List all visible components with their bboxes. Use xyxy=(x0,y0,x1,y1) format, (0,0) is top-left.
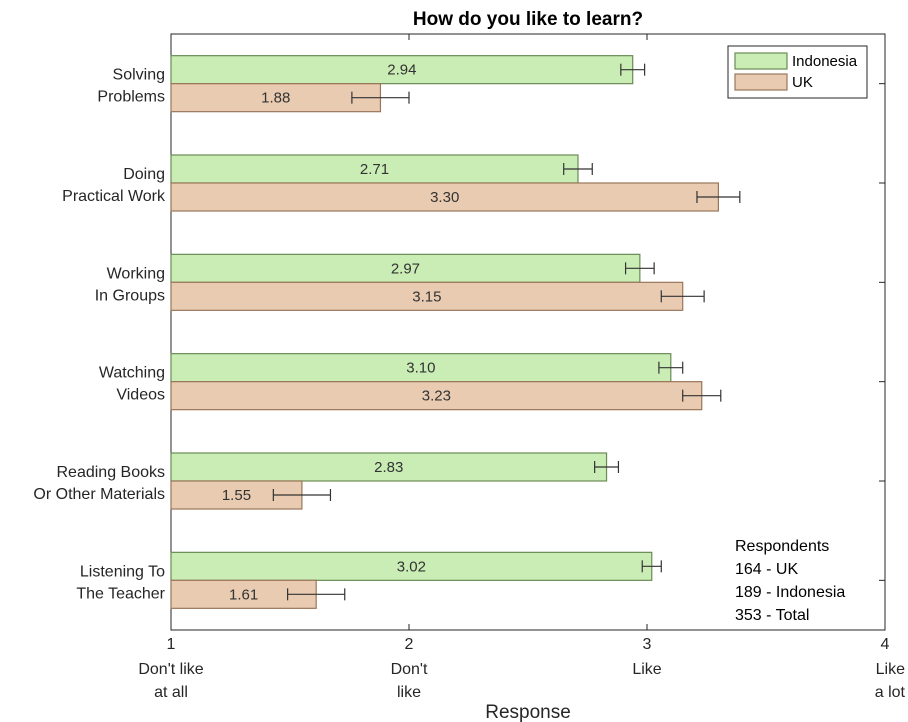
x-tick-label: Like xyxy=(632,661,661,678)
bar-value-label: 1.61 xyxy=(229,586,258,603)
legend-label-uk: UK xyxy=(792,74,813,91)
respondents-note-line: Respondents xyxy=(735,538,829,555)
category-label-line: Solving xyxy=(113,67,165,84)
category-label-line: Problems xyxy=(97,89,165,106)
x-tick-number: 4 xyxy=(881,636,890,653)
plot-area: Solving Problems 2.94 1.88 Doing Practical Wo… xyxy=(33,33,906,701)
category-label-line: Or Other Materials xyxy=(33,486,165,503)
legend-swatch-uk xyxy=(734,73,788,91)
x-tick-label: Don't xyxy=(391,661,428,678)
legend-label-indonesia: Indonesia xyxy=(792,53,858,70)
x-axis-title: Response xyxy=(485,702,571,722)
respondents-note-line: 164 - UK xyxy=(735,561,798,578)
category-label: Watching Videos xyxy=(99,365,165,404)
category-label: Solving Problems xyxy=(97,67,165,106)
bar-value-label: 2.94 xyxy=(387,62,416,79)
category-label-line: The Teacher xyxy=(76,585,165,602)
bar-value-label: 3.10 xyxy=(406,360,435,377)
bar-value-label: 1.88 xyxy=(261,90,290,107)
bar-uk xyxy=(170,83,382,113)
legend-swatch-indonesia xyxy=(734,52,788,70)
bar-value-label: 3.15 xyxy=(412,288,441,305)
category-label-line: In Groups xyxy=(95,287,165,304)
chart-title: How do you like to learn? xyxy=(413,9,643,30)
x-tick-label: Don't like xyxy=(138,661,203,678)
x-tick-label: a lot xyxy=(875,684,906,701)
x-tick-number: 1 xyxy=(167,636,176,653)
x-tick-number: 2 xyxy=(405,636,414,653)
category-label-line: Watching xyxy=(99,365,165,382)
category-label-line: Doing xyxy=(123,166,165,183)
bar-value-label: 1.55 xyxy=(222,487,251,504)
respondents-note-line: 353 - Total xyxy=(735,607,809,624)
category-label: Listening To The Teacher xyxy=(76,563,165,602)
axes-box xyxy=(170,33,886,631)
x-tick-label: Like xyxy=(876,661,905,678)
bar-value-label: 3.23 xyxy=(422,388,451,405)
category-label: Reading Books Or Other Materials xyxy=(33,464,165,503)
category-label-line: Listening To xyxy=(80,563,165,580)
x-tick-label: at all xyxy=(154,684,188,701)
bar-value-label: 2.83 xyxy=(374,459,403,476)
category-label-line: Working xyxy=(107,265,165,282)
category-label-line: Reading Books xyxy=(56,464,165,481)
x-tick-number: 3 xyxy=(643,636,652,653)
bar-indonesia xyxy=(170,55,634,85)
x-tick-label: like xyxy=(397,684,421,701)
bar-value-label: 3.30 xyxy=(430,189,459,206)
respondents-note-line: 189 - Indonesia xyxy=(735,584,845,601)
bar-value-label: 3.02 xyxy=(397,558,426,575)
category-label: Doing Practical Work xyxy=(62,166,166,205)
bar-indonesia xyxy=(170,353,672,383)
category-label-line: Videos xyxy=(116,387,165,404)
bar-uk xyxy=(170,281,684,311)
category-label-line: Practical Work xyxy=(62,188,166,205)
bar-value-label: 2.97 xyxy=(391,260,420,277)
bar-value-label: 2.71 xyxy=(360,161,389,178)
bar-indonesia xyxy=(170,452,608,482)
category-label: Working In Groups xyxy=(95,265,165,304)
